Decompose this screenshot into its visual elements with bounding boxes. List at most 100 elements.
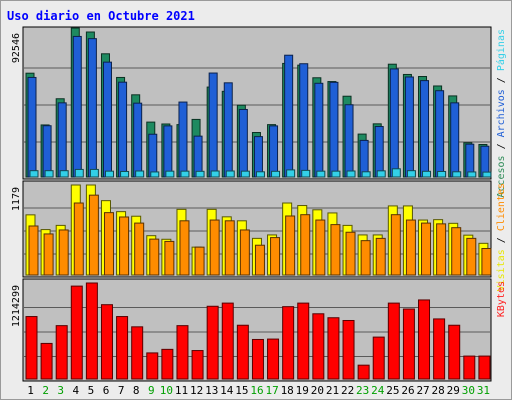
bar-kbytes-day-21	[327, 317, 340, 380]
bar-pginas-day-29	[452, 171, 462, 178]
bar-pginas-day-1	[29, 170, 39, 178]
chart-title: Uso diario en Octubre 2021	[7, 9, 195, 23]
x-tick-label: 30	[462, 384, 475, 397]
legend-separator: /	[496, 231, 507, 249]
x-tick-label: 5	[88, 384, 95, 397]
bar-archivos-day-15	[238, 108, 248, 178]
bar-kbytes-day-19	[297, 302, 310, 380]
x-tick-label: 28	[432, 384, 445, 397]
bar-clientes-day-31	[481, 248, 492, 276]
bar-pginas-day-27	[422, 170, 432, 178]
bar-archivos-day-20	[314, 82, 324, 178]
bar-kbytes-day-23	[357, 364, 370, 380]
bar-archivos-day-3	[57, 102, 67, 178]
bar-clientes-day-15	[239, 229, 250, 276]
x-tick-label: 27	[416, 384, 429, 397]
bar-archivos-day-11	[178, 101, 188, 178]
legend-item-clientes: Clientes	[496, 183, 507, 231]
bar-kbytes-day-28	[433, 318, 446, 380]
y-max-label: 1179	[11, 187, 22, 211]
bar-pginas-day-28	[437, 170, 447, 178]
bar-clientes-day-13	[209, 219, 220, 276]
bar-kbytes-day-6	[100, 304, 113, 380]
bar-kbytes-day-5	[85, 282, 98, 380]
bar-archivos-day-21	[329, 81, 339, 178]
x-tick-label: 25	[386, 384, 399, 397]
bar-clientes-day-9	[149, 238, 160, 276]
bar-clientes-day-8	[134, 222, 145, 276]
bar-clientes-day-19	[300, 214, 311, 276]
bar-clientes-day-1	[28, 225, 39, 276]
x-tick-label: 9	[148, 384, 155, 397]
bar-pginas-day-3	[59, 170, 69, 178]
legend-item-archivos: Archivos	[496, 89, 507, 137]
bar-pginas-day-18	[286, 169, 296, 178]
bar-archivos-day-7	[118, 81, 128, 178]
bar-clientes-day-20	[315, 219, 326, 276]
bar-kbytes-day-12	[191, 350, 204, 380]
bar-kbytes-day-20	[312, 313, 325, 380]
bar-clientes-day-26	[405, 219, 416, 276]
bar-clientes-day-22	[345, 231, 356, 276]
bar-clientes-day-11	[179, 220, 190, 276]
bar-kbytes-day-30	[463, 355, 476, 380]
bar-clientes-day-7	[119, 216, 130, 276]
bar-clientes-day-3	[58, 229, 69, 276]
bar-archivos-day-4	[72, 35, 82, 178]
bar-clientes-day-27	[421, 222, 432, 276]
legend-item-pginas: Páginas	[495, 29, 507, 71]
x-tick-label: 15	[235, 384, 248, 397]
bar-kbytes-day-31	[478, 355, 491, 380]
bar-archivos-day-1	[27, 76, 37, 178]
x-tick-label: 18	[281, 384, 294, 397]
x-tick-label: 29	[447, 384, 460, 397]
x-tick-label: 11	[175, 384, 188, 397]
bar-kbytes-day-27	[418, 299, 431, 380]
x-tick-label: 6	[103, 384, 110, 397]
x-tick-label: 1	[27, 384, 34, 397]
bar-kbytes-day-13	[206, 305, 219, 380]
bar-kbytes-day-1	[25, 316, 38, 380]
bar-archivos-day-25	[389, 68, 399, 178]
bar-pginas-day-19	[301, 169, 311, 178]
legend-2: Visitas / Clientes	[496, 183, 507, 291]
bar-kbytes-day-14	[221, 302, 234, 380]
x-tick-label: 2	[42, 384, 49, 397]
bar-archivos-day-27	[420, 80, 430, 178]
bar-pginas-day-15	[240, 170, 250, 178]
bar-kbytes-day-24	[372, 336, 385, 380]
y-max-label: 92546	[11, 33, 22, 63]
bar-kbytes-day-7	[116, 316, 129, 380]
bar-pginas-day-25	[391, 168, 401, 178]
bar-clientes-day-16	[254, 244, 265, 276]
bar-kbytes-day-9	[146, 352, 159, 380]
y-max-label: 1214299	[11, 285, 22, 327]
legend-separator: /	[496, 71, 507, 89]
x-tick-label: 24	[371, 384, 385, 397]
bar-kbytes-day-22	[342, 319, 355, 380]
x-tick-label: 4	[73, 384, 80, 397]
bar-archivos-day-22	[344, 104, 354, 178]
bar-kbytes-day-8	[131, 326, 144, 380]
bar-archivos-day-2	[42, 125, 52, 178]
bar-pginas-day-10	[165, 170, 175, 178]
bar-pginas-day-7	[120, 170, 130, 178]
bar-kbytes-day-18	[282, 306, 295, 380]
bar-clientes-day-14	[224, 220, 235, 276]
bar-pginas-day-22	[346, 170, 356, 178]
x-tick-label: 17	[265, 384, 278, 397]
bar-kbytes-day-3	[55, 325, 68, 380]
bar-archivos-day-28	[435, 90, 445, 178]
bar-kbytes-day-10	[161, 348, 174, 380]
bar-kbytes-day-11	[176, 325, 189, 380]
bar-archivos-day-16	[253, 136, 263, 178]
x-tick-label: 16	[250, 384, 263, 397]
bar-pginas-day-14	[225, 170, 235, 178]
bar-clientes-day-28	[436, 223, 447, 276]
bar-kbytes-day-26	[402, 308, 415, 380]
bar-kbytes-day-15	[236, 324, 249, 380]
x-tick-label: 26	[401, 384, 414, 397]
bar-kbytes-day-25	[387, 302, 400, 380]
bar-pginas-day-17	[271, 170, 281, 178]
